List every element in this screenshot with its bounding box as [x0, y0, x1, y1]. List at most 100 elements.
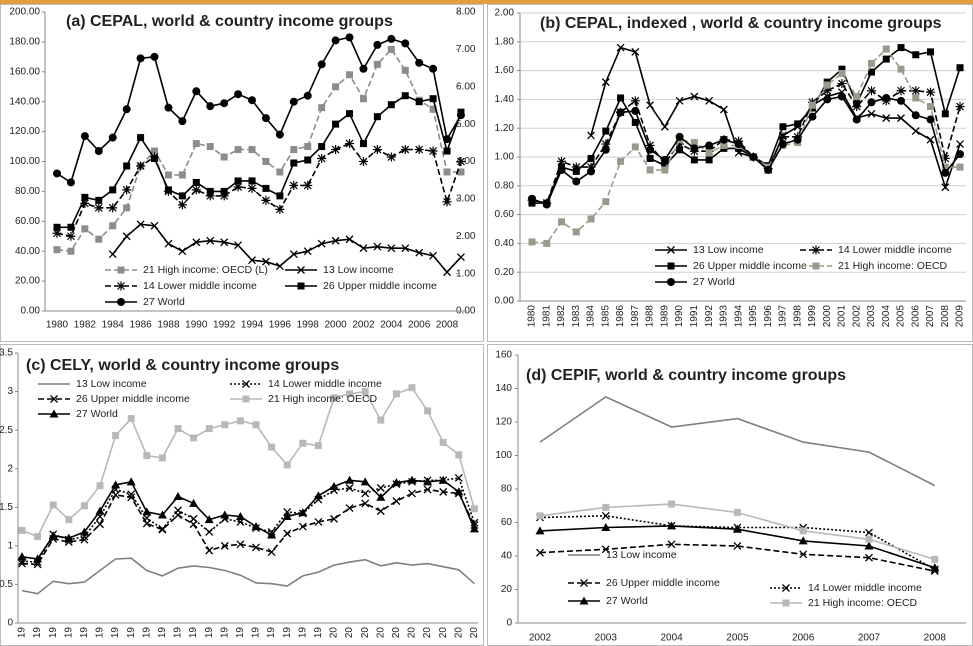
x-tick-label: 1992 — [213, 320, 236, 331]
marker — [616, 43, 625, 52]
y-tick-label: 4.00 — [456, 156, 476, 167]
marker — [34, 533, 42, 541]
marker — [332, 120, 340, 128]
marker — [136, 54, 145, 63]
marker — [234, 177, 242, 185]
marker — [205, 528, 214, 536]
marker — [571, 162, 581, 172]
marker — [219, 191, 229, 201]
marker — [151, 147, 159, 155]
marker — [864, 541, 874, 550]
marker — [387, 101, 395, 109]
x-tick-label: 2007 — [925, 305, 936, 328]
marker — [601, 145, 610, 154]
x-tick-label: 20 — [391, 627, 402, 639]
marker — [794, 120, 802, 128]
marker — [631, 143, 639, 151]
marker — [822, 86, 832, 96]
marker — [220, 153, 228, 161]
marker — [401, 92, 409, 100]
marker — [457, 168, 465, 176]
marker — [536, 548, 544, 557]
marker — [189, 520, 198, 529]
marker — [391, 478, 401, 487]
x-tick-label: 1994 — [241, 320, 264, 331]
series-line — [531, 82, 961, 205]
y-tick-label: 1.80 — [495, 36, 515, 47]
y-tick-label: 120 — [495, 417, 512, 428]
marker — [456, 157, 466, 166]
y-tick-label: 0.80 — [495, 180, 515, 191]
marker — [601, 523, 611, 532]
marker — [852, 115, 861, 124]
marker — [18, 559, 26, 568]
marker — [414, 145, 424, 155]
panel-frame — [0, 4, 484, 342]
marker — [290, 146, 298, 154]
x-tick-label: 2002 — [851, 305, 862, 328]
marker — [926, 135, 935, 144]
marker — [528, 194, 536, 203]
marker — [956, 64, 964, 72]
legend-marker — [811, 245, 821, 255]
x-tick-label: 19 — [173, 627, 184, 639]
x-tick-label: 1984 — [586, 305, 597, 328]
marker — [112, 432, 120, 440]
x-tick-label: 2004 — [380, 320, 403, 331]
x-tick-label: 1983 — [571, 305, 582, 328]
marker — [882, 114, 891, 123]
x-tick-label: 19 — [63, 627, 74, 639]
marker — [469, 524, 479, 533]
y-tick-label: 1.20 — [495, 123, 515, 134]
x-tick-label: 2002 — [529, 633, 552, 644]
marker — [865, 528, 873, 537]
marker — [927, 103, 935, 111]
legend-label: 27 World — [76, 408, 118, 420]
marker — [867, 98, 876, 107]
series-line — [112, 223, 462, 274]
y-tick-label: 0.5 — [0, 579, 13, 590]
y-tick-label: 2.00 — [495, 8, 515, 19]
marker — [690, 156, 698, 164]
marker — [261, 257, 270, 266]
marker — [275, 130, 284, 139]
marker — [127, 415, 135, 423]
x-tick-label: 19 — [235, 627, 246, 639]
y-tick-label: 20 — [501, 584, 513, 595]
marker — [361, 489, 370, 498]
marker — [779, 123, 787, 131]
marker — [587, 131, 595, 140]
marker — [248, 256, 256, 265]
marker — [911, 86, 921, 96]
marker — [667, 521, 676, 530]
y-tick-label: 60.00 — [15, 216, 40, 227]
marker — [376, 507, 385, 516]
marker — [158, 454, 166, 462]
marker — [572, 177, 581, 186]
marker — [178, 192, 186, 200]
legend-label: 26 Upper middle income — [693, 260, 807, 272]
marker — [941, 168, 950, 177]
legend-marker — [297, 266, 305, 274]
marker — [732, 524, 742, 533]
x-tick-label: 1995 — [748, 305, 759, 328]
marker — [528, 238, 536, 246]
marker — [206, 187, 214, 195]
marker — [262, 158, 270, 165]
marker — [705, 141, 714, 150]
y-tick-label: 2 — [7, 463, 13, 474]
marker — [283, 529, 292, 538]
series-line — [56, 142, 462, 238]
marker — [329, 481, 339, 490]
marker — [400, 145, 410, 155]
marker — [602, 503, 610, 511]
marker — [415, 98, 423, 106]
x-tick-label: 19 — [219, 627, 230, 639]
marker — [897, 114, 905, 123]
marker — [248, 177, 256, 185]
marker — [359, 140, 367, 148]
marker — [373, 40, 382, 49]
marker — [442, 197, 452, 207]
marker — [867, 109, 876, 118]
marker — [415, 58, 424, 67]
